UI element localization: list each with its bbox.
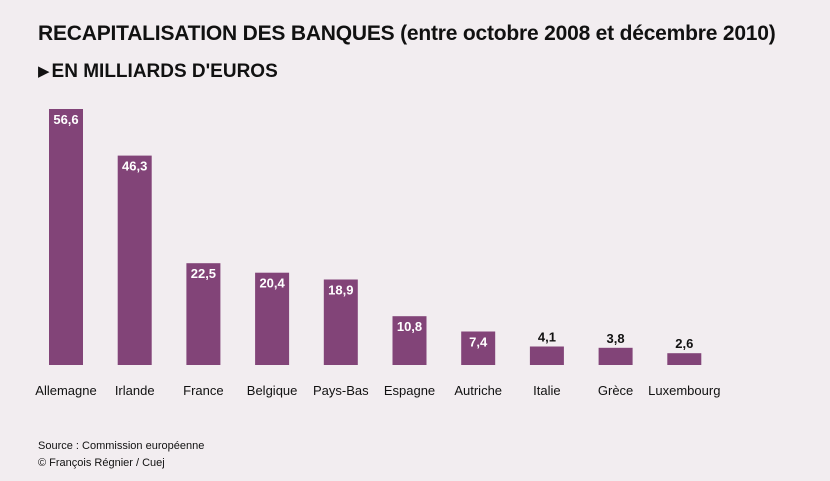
category-label: Espagne <box>384 383 435 398</box>
category-label: France <box>183 383 223 398</box>
value-label: 46,3 <box>122 159 147 174</box>
bar-belgique <box>255 272 290 365</box>
category-label: Pays-Bas <box>313 383 369 398</box>
bar-allemagne <box>49 109 83 365</box>
category-label: Allemagne <box>35 383 96 398</box>
value-label: 2,6 <box>675 336 693 351</box>
category-label: Irlande <box>115 383 155 398</box>
bar-irlande <box>117 155 152 365</box>
value-label: 22,5 <box>191 266 216 281</box>
source-note: Source : Commission européenne <box>38 440 205 452</box>
value-label: 10,8 <box>397 319 422 334</box>
category-label: Grèce <box>598 383 633 398</box>
value-label: 3,8 <box>607 331 625 346</box>
category-label: Luxembourg <box>648 383 720 398</box>
value-label: 7,4 <box>469 335 488 350</box>
category-label: Italie <box>533 383 560 398</box>
bar-autriche <box>461 331 496 365</box>
credit-note: © François Régnier / Cuej <box>38 457 165 469</box>
value-label: 20,4 <box>259 276 285 291</box>
category-label: Autriche <box>454 383 502 398</box>
bar-gr-ce <box>598 347 633 365</box>
bar-pays-bas <box>323 279 358 365</box>
value-label: 18,9 <box>328 283 353 298</box>
value-label: 56,6 <box>53 112 78 127</box>
chart-title: RECAPITALISATION DES BANQUES (entre octo… <box>38 22 776 45</box>
bar-france <box>186 263 221 365</box>
bar-espagne <box>392 316 427 365</box>
chart-subtitle: ▶ EN MILLIARDS D'EUROS <box>38 61 278 83</box>
value-label: 4,1 <box>538 330 556 345</box>
bar-luxembourg <box>667 353 702 365</box>
bar-italie <box>529 346 564 365</box>
category-label: Belgique <box>247 383 298 398</box>
triangle-bullet-icon: ▶ <box>38 63 50 80</box>
chart-subtitle-text: EN MILLIARDS D'EUROS <box>51 61 278 82</box>
